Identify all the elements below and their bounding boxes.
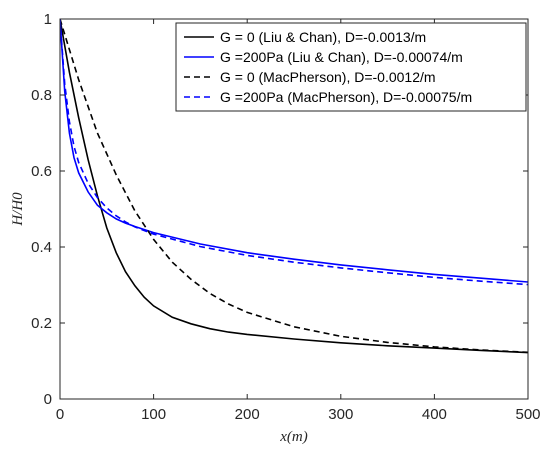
series-line-2 xyxy=(60,19,528,283)
x-tick-label: 100 xyxy=(141,406,166,423)
y-axis-label: H/H0 xyxy=(10,192,26,227)
x-axis-label: x(m) xyxy=(279,429,307,445)
y-tick-label: 0.4 xyxy=(31,239,52,256)
series-line-3 xyxy=(60,19,528,354)
x-tick-label: 300 xyxy=(328,406,353,423)
legend-entry: G = 0 (MacPherson), D=-0.0012/m xyxy=(220,69,436,85)
series-line-4 xyxy=(60,19,528,286)
series-line-1 xyxy=(60,19,528,354)
legend-entry: G =200Pa (MacPherson), D=-0.00075/m xyxy=(220,89,472,105)
legend-entry: G = 0 (Liu & Chan), D=-0.0013/m xyxy=(220,29,426,45)
plot-frame xyxy=(59,18,529,400)
legend-box xyxy=(175,22,527,112)
legend-entry: G =200Pa (Liu & Chan), D=-0.00074/m xyxy=(220,49,463,65)
x-tick-label: 500 xyxy=(515,406,540,423)
x-tick-label: 400 xyxy=(422,406,447,423)
x-tick-label: 0 xyxy=(56,406,64,423)
y-tick-label: 0.2 xyxy=(31,315,52,332)
x-tick-label: 200 xyxy=(235,406,260,423)
y-tick-label: 0.8 xyxy=(31,87,52,104)
y-tick-label: 0.6 xyxy=(31,163,52,180)
y-tick-label: 1 xyxy=(44,11,52,28)
y-tick-label: 0 xyxy=(44,391,52,408)
